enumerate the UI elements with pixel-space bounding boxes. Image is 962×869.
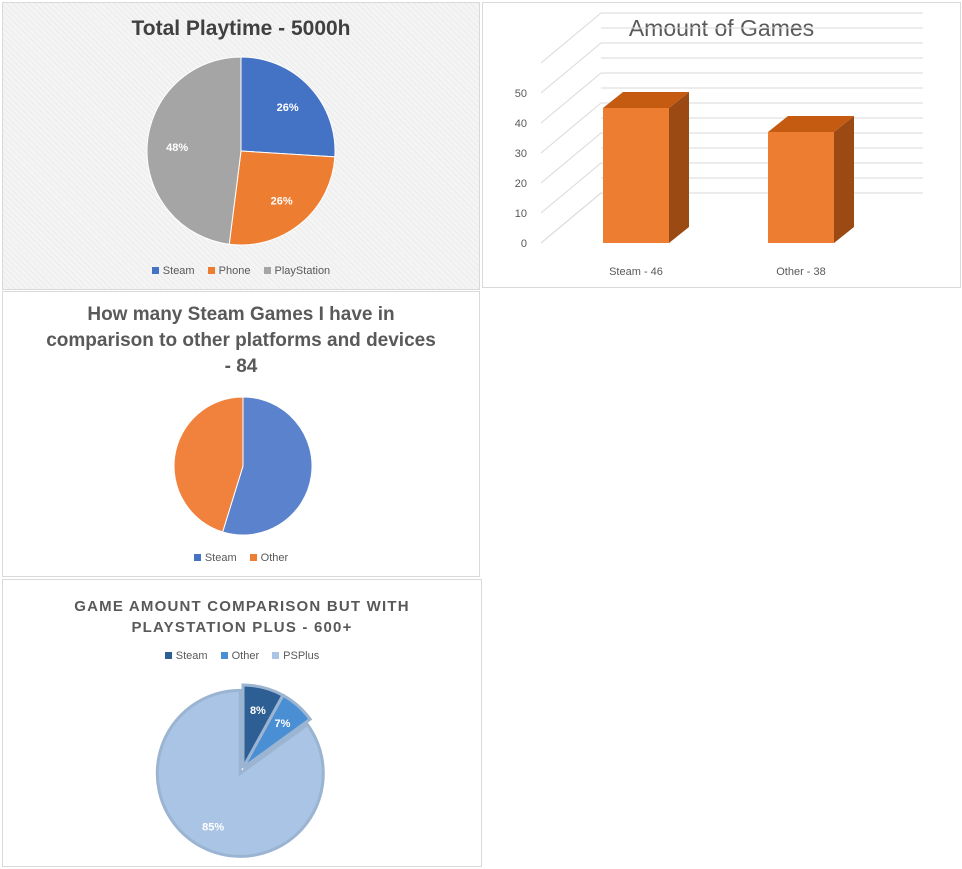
psplus-chart-panel: GAME AMOUNT COMPARISON BUT WITH PLAYSTAT… bbox=[2, 579, 482, 867]
steam-comparison-chart-panel: How many Steam Games I have in compariso… bbox=[2, 291, 480, 577]
y-tick-label: 40 bbox=[515, 118, 527, 130]
bar-steam-46 bbox=[603, 92, 689, 243]
pie-slice-phone bbox=[228, 150, 336, 246]
legend-item-psplus: PSPlus bbox=[272, 650, 319, 662]
data-label-steam: 8% bbox=[250, 705, 266, 717]
playtime-chart-panel: Total Playtime - 5000h 26% 26% 48% Steam P… bbox=[2, 2, 480, 290]
category-label-steam-46: Steam - 46 bbox=[609, 266, 663, 278]
category-label-other-38: Other - 38 bbox=[776, 266, 826, 278]
pie-slice-steam bbox=[222, 396, 313, 536]
legend-item-playstation: PlayStation bbox=[263, 265, 330, 277]
legend-item-phone: Phone bbox=[207, 265, 250, 277]
psplus-legend: Steam Other PSPlus bbox=[3, 650, 481, 662]
steam-comparison-legend: Steam Other bbox=[3, 552, 479, 564]
data-label-phone: 26% bbox=[271, 195, 293, 207]
y-tick-label: 10 bbox=[515, 208, 527, 220]
legend-item-steam: Steam bbox=[151, 265, 195, 277]
steam-comparison-pie-svg bbox=[173, 396, 313, 536]
pie-slice-psplus bbox=[155, 688, 325, 858]
bar-other-38 bbox=[768, 116, 854, 243]
playtime-pie-svg: 26% 26% 48% bbox=[146, 56, 336, 246]
legend-item-other: Other bbox=[220, 650, 259, 662]
pie-slice-other bbox=[241, 693, 313, 770]
playtime-chart-title: Total Playtime - 5000h bbox=[131, 17, 351, 40]
y-tick-label: 50 bbox=[515, 88, 527, 100]
data-label-psplus: 85% bbox=[202, 822, 224, 834]
legend-item-other: Other bbox=[249, 552, 288, 564]
pie-slice-playstation bbox=[146, 56, 242, 245]
legend-item-steam: Steam bbox=[193, 552, 237, 564]
pie-slice-other bbox=[173, 396, 244, 533]
psplus-pie-svg: 8% 7% 85% bbox=[155, 683, 325, 858]
steam-comparison-chart-title: How many Steam Games I have in compariso… bbox=[46, 304, 436, 377]
playtime-legend: Steam Phone PlayStation bbox=[3, 265, 479, 277]
games-bar-chart-panel: Amount of Games 0 10 20 30 40 50 Steam - 46 Ot… bbox=[482, 2, 961, 288]
y-tick-label: 30 bbox=[515, 148, 527, 160]
games-bar-svg: 0 10 20 30 40 50 Steam - 46 Other - 38 bbox=[515, 12, 923, 278]
data-label-other: 7% bbox=[275, 718, 291, 730]
data-label-playstation: 48% bbox=[166, 142, 188, 154]
pie-slice-steam bbox=[240, 56, 336, 158]
legend-item-steam: Steam bbox=[164, 650, 208, 662]
psplus-chart-title: GAME AMOUNT COMPARISON BUT WITH PLAYSTAT… bbox=[74, 598, 410, 636]
data-label-steam: 26% bbox=[277, 102, 299, 114]
y-tick-label: 0 bbox=[521, 238, 527, 250]
y-tick-label: 20 bbox=[515, 178, 527, 190]
